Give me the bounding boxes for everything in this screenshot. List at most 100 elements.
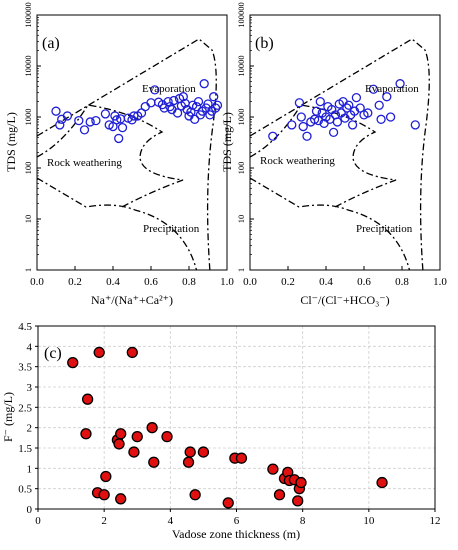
data-point: [311, 106, 322, 116]
data-point: [178, 92, 188, 102]
panel-c-ticks: 0 2 4 6 8 10 12 0 0.5 1 1.5 2 2.5 3 3.5 4 4.5: [18, 321, 440, 527]
data-point: [129, 111, 139, 121]
x-tick-label: 10: [363, 515, 375, 527]
data-point: [347, 120, 358, 130]
y-tick-label: 10: [236, 215, 246, 224]
data-point: [150, 85, 160, 95]
panel-c-label: (c): [44, 345, 62, 362]
data-point: [368, 84, 379, 94]
data-point: [169, 95, 179, 106]
panel-b-lower-line: [250, 177, 411, 270]
data-point: [191, 101, 202, 112]
data-point: [235, 452, 248, 464]
panel-a-ticks: 0.0 0.2 0.4 0.6 0.8 1.0 1 10 100 1000 10000 100000: [23, 2, 234, 288]
data-point: [342, 103, 352, 113]
y-tick-label: 1: [23, 268, 33, 272]
x-tick-label: 0.8: [395, 276, 409, 288]
y-tick-label: 0.5: [18, 484, 32, 496]
y-tick-label: 3.5: [18, 362, 32, 374]
panel-b-region-evaporation: Evaporation: [365, 83, 419, 95]
data-point: [93, 346, 105, 359]
x-tick-label: 0.4: [106, 276, 120, 288]
y-tick-label: 100000: [23, 2, 33, 28]
data-point: [410, 120, 420, 130]
data-point: [332, 117, 343, 127]
x-tick-label: 1.0: [220, 276, 234, 288]
data-point: [128, 446, 140, 458]
panel-a-plot-frame: [36, 14, 228, 271]
data-point: [302, 131, 312, 141]
y-tick-label: 100000: [236, 2, 246, 28]
data-point: [363, 108, 373, 118]
panel-a: 0.0 0.2 0.4 0.6 0.8 1.0110100100010000100000 …: [4, 2, 234, 307]
panel-a-envelope-line: [37, 38, 217, 270]
x-tick-label: 0.2: [68, 276, 82, 288]
panel-b-middle-curve: [250, 104, 397, 208]
data-point: [376, 114, 386, 124]
y-tick-label: 10000: [236, 55, 246, 76]
x-tick-label: 0: [35, 515, 41, 527]
y-tick-label: 10: [23, 215, 33, 224]
panel-a-region-rock-weathering: Rock weathering: [47, 157, 122, 169]
data-point: [100, 109, 111, 119]
data-point: [382, 92, 392, 102]
x-tick-label: 0.2: [281, 276, 295, 288]
x-tick-label: 0.6: [144, 276, 158, 288]
panel-b-plot-frame: [249, 14, 441, 271]
panel-b-region-rock-weathering: Rock weathering: [260, 155, 335, 167]
y-tick-label: 1000: [23, 109, 33, 126]
panel-b-envelope-line: [250, 38, 430, 270]
x-tick-label: 0.0: [243, 276, 257, 288]
panel-a-middle-curve: [37, 104, 184, 208]
panel-b-region-precipitation: Precipitation: [356, 223, 413, 235]
data-point: [351, 92, 362, 103]
data-point: [287, 120, 297, 130]
data-point: [273, 489, 286, 501]
data-point: [115, 493, 127, 505]
data-point: [131, 430, 143, 443]
panel-b-ticks: 0.0 0.2 0.4 0.6 0.8 1.0 1 10 100 1000 10000 100000: [236, 2, 447, 288]
panel-a-region-evaporation: Evaporation: [142, 83, 196, 95]
y-tick-label: 1.5: [18, 443, 32, 455]
data-point: [295, 476, 307, 489]
panel-a-points: [51, 79, 223, 144]
data-point: [344, 100, 354, 110]
panel-a-lower-line: [37, 177, 198, 270]
y-tick-label: 1: [236, 268, 246, 272]
data-point: [328, 127, 339, 138]
data-point: [395, 79, 405, 89]
data-point: [355, 103, 365, 113]
panel-a-label: (a): [42, 35, 60, 52]
data-point: [114, 133, 124, 144]
panel-b-points: [268, 79, 420, 141]
data-point: [186, 107, 196, 117]
data-point: [85, 117, 95, 127]
x-tick-label: 2: [101, 515, 107, 527]
data-point: [199, 79, 209, 89]
y-tick-label: 1: [27, 463, 33, 475]
data-point: [212, 100, 223, 110]
data-point: [203, 99, 213, 109]
data-point: [296, 112, 306, 122]
data-point: [189, 489, 201, 501]
data-point: [376, 476, 388, 489]
data-point: [184, 446, 196, 458]
data-point: [80, 428, 92, 440]
x-tick-label: 4: [168, 515, 174, 527]
panel-c: 0 2 4 6 8 10 12 0 0.5 1 1.5 2 2.5 3 3.5 4 4.5 (c) F⁻ (mg…: [1, 321, 441, 541]
data-point: [209, 92, 219, 102]
panel-b-label: (b): [255, 35, 274, 52]
panel-a-region-precipitation: Precipitation: [143, 223, 200, 235]
x-tick-label: 6: [234, 515, 240, 527]
panel-c-points: [67, 346, 388, 509]
data-point: [163, 96, 173, 107]
y-tick-label: 0: [27, 504, 33, 516]
x-tick-label: 0.4: [319, 276, 333, 288]
panel-a-boomerang: [37, 38, 217, 270]
data-point: [91, 115, 101, 126]
data-point: [268, 131, 278, 141]
y-tick-label: 2: [27, 423, 33, 435]
x-tick-label: 0.8: [182, 276, 196, 288]
data-point: [182, 456, 195, 468]
